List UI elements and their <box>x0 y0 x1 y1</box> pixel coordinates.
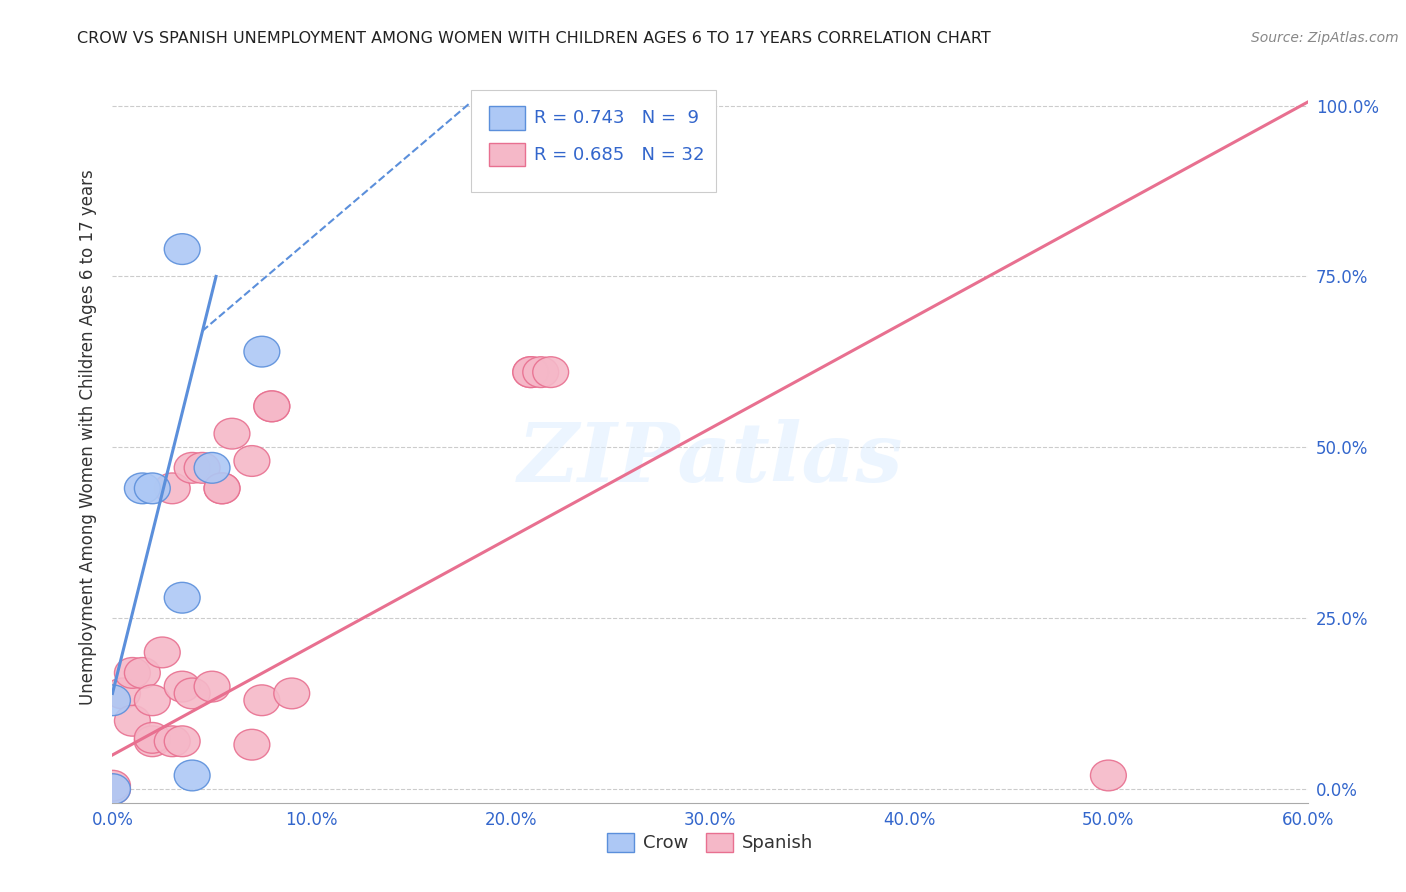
Text: CROW VS SPANISH UNEMPLOYMENT AMONG WOMEN WITH CHILDREN AGES 6 TO 17 YEARS CORREL: CROW VS SPANISH UNEMPLOYMENT AMONG WOMEN… <box>77 31 991 46</box>
Ellipse shape <box>174 452 209 483</box>
Ellipse shape <box>155 726 190 756</box>
Ellipse shape <box>245 336 280 367</box>
Ellipse shape <box>165 234 200 264</box>
Ellipse shape <box>135 473 170 504</box>
Ellipse shape <box>274 678 309 709</box>
Ellipse shape <box>165 726 200 756</box>
Ellipse shape <box>204 473 240 504</box>
Ellipse shape <box>174 760 209 791</box>
Ellipse shape <box>513 357 548 387</box>
Ellipse shape <box>245 685 280 715</box>
Ellipse shape <box>135 723 170 753</box>
Ellipse shape <box>233 730 270 760</box>
Ellipse shape <box>165 582 200 613</box>
Ellipse shape <box>174 678 209 709</box>
Ellipse shape <box>513 357 548 387</box>
Ellipse shape <box>165 671 200 702</box>
Ellipse shape <box>184 452 221 483</box>
Ellipse shape <box>125 473 160 504</box>
FancyBboxPatch shape <box>489 106 524 130</box>
Ellipse shape <box>204 473 240 504</box>
Text: R = 0.743   N =  9: R = 0.743 N = 9 <box>534 109 699 128</box>
FancyBboxPatch shape <box>489 143 524 167</box>
Ellipse shape <box>155 473 190 504</box>
Ellipse shape <box>114 706 150 736</box>
Ellipse shape <box>125 657 160 689</box>
Ellipse shape <box>94 685 131 715</box>
Ellipse shape <box>254 391 290 422</box>
Ellipse shape <box>94 771 131 801</box>
Text: Source: ZipAtlas.com: Source: ZipAtlas.com <box>1251 31 1399 45</box>
Ellipse shape <box>194 671 231 702</box>
Text: ZIPatlas: ZIPatlas <box>517 419 903 499</box>
Ellipse shape <box>135 685 170 715</box>
Ellipse shape <box>104 678 141 709</box>
Ellipse shape <box>114 657 150 689</box>
Ellipse shape <box>94 773 131 805</box>
Text: R = 0.685   N = 32: R = 0.685 N = 32 <box>534 145 704 164</box>
Ellipse shape <box>194 452 231 483</box>
Ellipse shape <box>523 357 558 387</box>
Y-axis label: Unemployment Among Women with Children Ages 6 to 17 years: Unemployment Among Women with Children A… <box>79 169 97 705</box>
Ellipse shape <box>533 357 568 387</box>
Ellipse shape <box>135 726 170 756</box>
Legend: Crow, Spanish: Crow, Spanish <box>599 826 821 860</box>
FancyBboxPatch shape <box>471 90 716 192</box>
Ellipse shape <box>214 418 250 449</box>
Ellipse shape <box>233 446 270 476</box>
Ellipse shape <box>94 773 131 805</box>
Ellipse shape <box>254 391 290 422</box>
Ellipse shape <box>145 637 180 668</box>
Ellipse shape <box>1091 760 1126 791</box>
